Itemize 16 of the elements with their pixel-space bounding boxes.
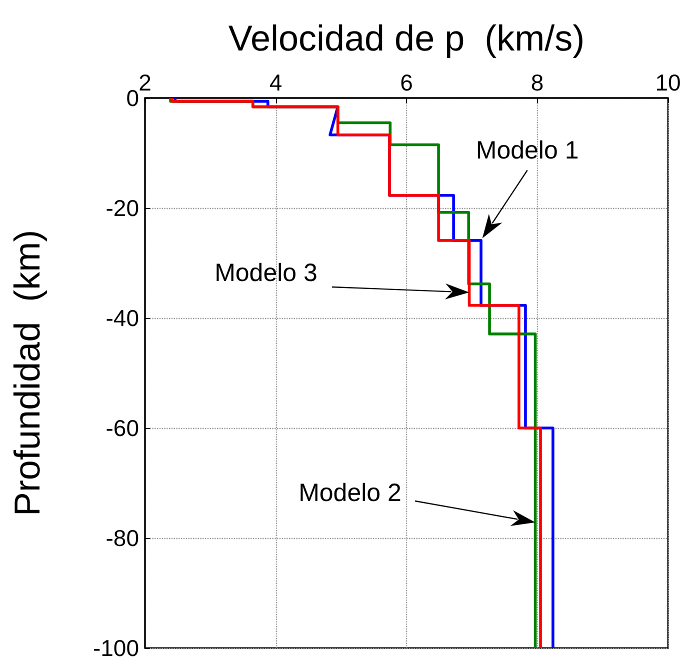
y-tick-label: -80 (106, 525, 139, 551)
x-tick-label: 2 (138, 70, 152, 96)
x-tick-label: 4 (269, 70, 282, 96)
x-tick-label: 6 (400, 70, 413, 96)
y-tick-label: -20 (106, 195, 139, 221)
y-tick-label: -100 (92, 635, 139, 661)
y-tick-label: -60 (106, 415, 139, 441)
x-tick-label: 8 (530, 70, 544, 96)
x-tick-label: 10 (655, 70, 681, 96)
annotation: Modelo 3 (214, 259, 318, 287)
x-axis-title: Velocidad de p (km/s) (228, 18, 585, 58)
annotation: Modelo 1 (476, 136, 579, 164)
y-tick-label: 0 (126, 85, 139, 111)
y-tick-label: -40 (106, 305, 139, 331)
y-axis-title: Profundidad (km) (6, 230, 48, 516)
annotation: Modelo 2 (298, 479, 402, 507)
